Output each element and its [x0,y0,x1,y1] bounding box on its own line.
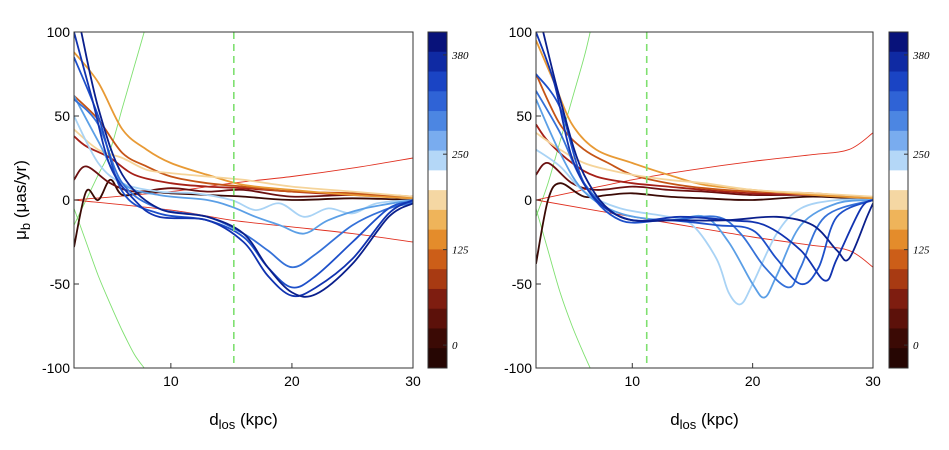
colorbar-swatch [889,32,908,53]
colorbar-swatch [889,130,908,152]
y-tick-label: 50 [54,108,70,124]
colorbar-swatch [428,249,447,270]
colorbar-tick-label: 125 [913,245,930,257]
colorbar: 0 125 250 380 [888,31,930,369]
colorbar-swatch [889,269,908,290]
axis-label-subscript: b [18,223,33,230]
series-line-v400 [542,32,873,262]
plot-frame [535,31,874,369]
plot-frame [73,31,414,369]
y-tick-label: 100 [47,24,71,40]
colorbar: 0 125 250 380 [427,31,469,369]
colorbar-swatch [428,130,447,152]
colorbar-swatch [889,111,908,132]
colorbar-frame [888,31,909,369]
series-line-v380 [74,32,413,298]
y-axis-label: μb (μas/yr) [11,160,33,240]
colorbar-tick-label: 125 [452,245,469,257]
axis-label-units: (kpc) [235,410,278,429]
colorbar-tick-label: 250 [913,149,930,161]
colorbar-swatch [428,328,447,349]
axis-label-units: (μas/yr) [11,160,30,223]
colorbar-tick-label: 0 [913,340,919,352]
axis-label-subscript: los [680,417,697,432]
x-axis-label: dlos (kpc) [209,410,278,432]
axis-label-units: (kpc) [696,410,739,429]
colorbar-swatch [889,170,908,191]
x-axis-label: dlos (kpc) [670,410,739,432]
colorbar-tick-label: 380 [451,50,469,62]
colorbar-swatch [428,150,447,171]
colorbar-swatch [889,91,908,112]
y-tick-label: -100 [504,360,532,376]
series-line-v150 [536,40,873,200]
colorbar-swatch [889,150,908,171]
colorbar-swatch [428,170,447,191]
series-line-v290 [536,98,873,299]
colorbar-swatch [889,229,908,250]
colorbar-tick-label: 380 [912,50,930,62]
y-tick-label: 50 [516,108,532,124]
colorbar-swatch [889,288,908,310]
colorbar-swatch [428,269,447,290]
chart-panel-left: 10 20 30 -100 -50 0 50 100 dlos (kpc) μb (μas/yr)… [11,24,469,432]
colorbar-swatch [889,51,908,73]
colorbar-swatch [428,32,447,53]
axis-label-main: d [209,410,218,429]
colorbar-swatch [428,209,447,231]
y-tick-label: 0 [62,192,70,208]
series-line-v380 [536,32,873,282]
colorbar-swatch [428,190,447,211]
colorbar-swatch [889,308,908,329]
colorbar-swatch [428,91,447,112]
y-tick-label: -50 [50,276,70,292]
x-tick-label: 10 [163,373,179,389]
series-line-v400 [80,32,413,298]
y-tick-label: -50 [512,276,532,292]
series-line-v320 [74,98,413,269]
reference-curve-red-lower [74,199,413,243]
colorbar-tick-label: 0 [452,340,458,352]
axis-label-subscript: los [219,417,236,432]
series-line-v20 [74,165,413,200]
series-line-v150 [74,51,413,200]
series-line-v290 [74,95,413,235]
y-tick-label: 0 [524,192,532,208]
x-tick-label: 20 [745,373,761,389]
colorbar-swatch [428,288,447,310]
reference-curve-red-upper [536,132,873,201]
colorbar-swatch [428,111,447,132]
plot-area [536,32,873,368]
colorbar-swatch [428,51,447,73]
y-tick-label: -100 [42,360,70,376]
axis-label-main: μ [11,230,30,240]
x-tick-label: 30 [405,373,421,389]
colorbar-tick-label: 250 [452,149,469,161]
colorbar-swatch [889,249,908,270]
x-tick-label: 10 [624,373,640,389]
reference-curve-green-lower [74,208,145,368]
colorbar-frame [427,31,448,369]
colorbar-swatch [889,190,908,211]
y-tick-label: 100 [509,24,533,40]
chart-panel-right: 10 20 30 -100 -50 0 50 100 dlos (kpc) 0 125 250 380 [504,24,930,432]
series-line-v-20 [536,182,873,264]
colorbar-swatch [428,308,447,329]
x-tick-label: 20 [284,373,300,389]
colorbar-swatch [889,348,908,369]
colorbar-swatch [428,348,447,369]
colorbar-swatch [889,328,908,349]
reference-curve-green-lower [536,208,591,368]
colorbar-swatch [889,209,908,231]
colorbar-swatch [428,229,447,250]
series-line-v350 [536,73,873,286]
colorbar-swatch [428,71,447,92]
x-tick-label: 30 [865,373,881,389]
plot-area [74,32,413,368]
axis-label-main: d [670,410,679,429]
colorbar-swatch [889,71,908,92]
